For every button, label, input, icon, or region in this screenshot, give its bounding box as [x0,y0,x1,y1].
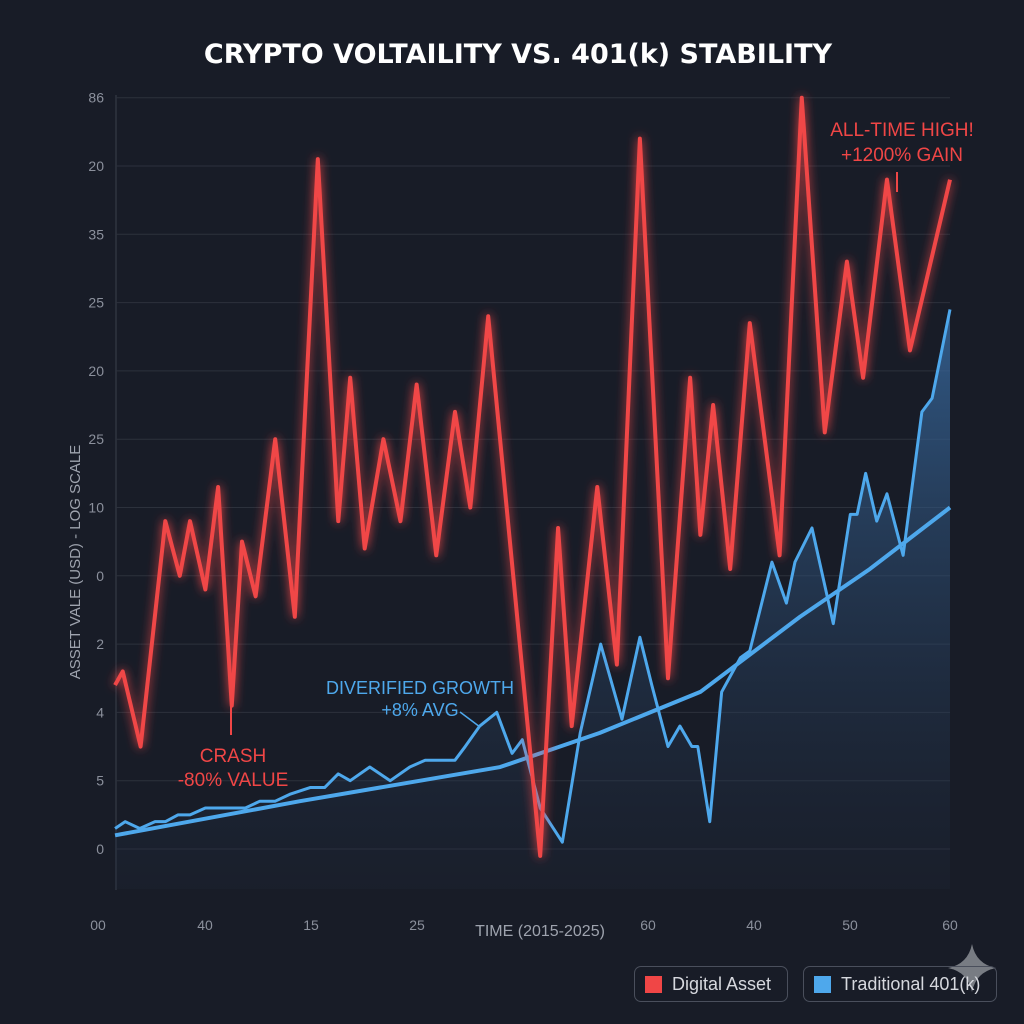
legend-swatch [814,975,831,993]
line-digital-asset [113,95,952,858]
area-traditional-401k [115,309,951,889]
x-tick-label: 40 [197,917,213,933]
y-tick-label: 5 [96,773,104,789]
y-tick-label: 20 [88,363,104,379]
y-tick-label: 25 [88,431,104,447]
x-tick-label: 15 [303,917,319,933]
annotation-all-time-high: +1200% GAIN [841,145,963,166]
trend-line [114,505,952,838]
y-tick-label: 2 [96,636,104,652]
y-tick-label: 86 [88,90,104,106]
x-tick-label: 60 [640,917,656,933]
y-tick-label: 20 [88,158,104,174]
y-tick-label: 25 [88,295,104,311]
legend-label: Traditional 401(k) [841,973,981,994]
legend-swatch [645,975,662,993]
y-tick-label: 0 [96,568,104,584]
x-tick-label: 25 [409,917,425,933]
annotation-diversified-growth: +8% AVG [381,700,458,720]
x-tick-label: 00 [90,917,106,933]
plot-area [113,95,952,889]
legend-item-traditional-401k[interactable]: Traditional 401(k) [803,966,997,1002]
annotation-crash: CRASH [200,746,267,767]
y-tick-label: 35 [88,226,104,242]
legend-item-digital-asset[interactable]: Digital Asset [634,966,788,1002]
annotation-crash: -80% VALUE [178,770,289,791]
chart-title: CRYPTO VOLTAILITY VS. 401(k) STABILITY [204,39,833,70]
annotation-pointer [459,711,481,728]
y-tick-label: 10 [88,500,104,516]
x-axis-label: TIME (2015-2025) [475,923,605,940]
annotations: ALL-TIME HIGH! +1200% GAIN CRASH -80% VALUE… [178,120,974,791]
legend-label: Digital Asset [672,973,772,994]
grid [115,95,950,890]
x-tick-label: 60 [942,917,958,933]
x-axis: 00 40 15 25 60 40 50 60 [90,917,958,933]
y-tick-label: 4 [96,704,104,720]
x-tick-label: 50 [842,917,858,933]
y-axis-label: ASSET VALE (USD) - LOG SCALE [67,445,84,680]
x-tick-label: 40 [746,917,762,933]
annotation-diversified-growth: DIVERIFIED GROWTH [326,678,514,698]
sparkle-icon [948,944,996,992]
annotation-all-time-high: ALL-TIME HIGH! [830,120,974,141]
y-tick-label: 0 [96,841,104,857]
